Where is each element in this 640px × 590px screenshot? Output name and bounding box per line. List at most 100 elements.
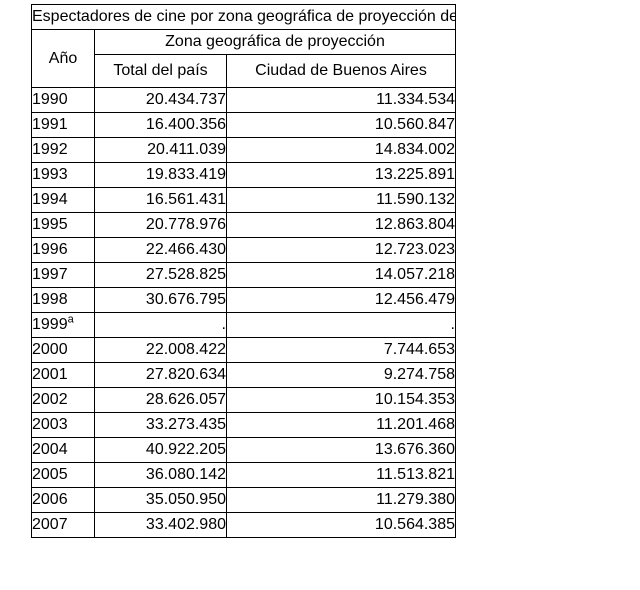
statistics-table-container: Espectadores de cine por zona geográfica… [31,4,456,538]
table-row: 2003 33.273.435 11.201.468 [31,412,456,438]
total-cell: 16.400.356 [94,112,227,138]
caba-cell: 10.560.847 [226,112,456,138]
caba-cell: 10.154.353 [226,387,456,413]
col-header-total: Total del país [94,54,227,88]
year-cell: 1991 [31,112,95,138]
table-title: Espectadores de cine por zona geográfica… [31,4,456,30]
caba-cell: 11.513.821 [226,462,456,488]
header-row-group: Año Zona geográfica de proyección [31,29,456,88]
table-row: 2005 36.080.142 11.513.821 [31,462,456,488]
caba-cell: 9.274.758 [226,362,456,388]
total-cell: 22.466.430 [94,237,227,263]
caba-cell: 11.201.468 [226,412,456,438]
year-cell: 1999a [31,312,95,338]
year-cell: 2007 [31,512,95,538]
year-label: 2001 [32,366,68,383]
year-label: 1999 [32,316,68,333]
year-label: 2000 [32,341,68,358]
table-row: 2004 40.922.205 13.676.360 [31,437,456,463]
table-row: 1998 30.676.795 12.456.479 [31,287,456,313]
year-label: 2003 [32,416,68,433]
table-row: 1993 19.833.419 13.225.891 [31,162,456,188]
caba-cell: 13.676.360 [226,437,456,463]
caba-cell: 13.225.891 [226,162,456,188]
year-cell: 1995 [31,212,95,238]
year-cell: 1998 [31,287,95,313]
year-label: 1993 [32,166,68,183]
caba-cell: 12.723.023 [226,237,456,263]
total-cell: 27.528.825 [94,262,227,288]
year-cell: 1993 [31,162,95,188]
year-cell: 1997 [31,262,95,288]
year-label: 1998 [32,291,68,308]
total-cell: 28.626.057 [94,387,227,413]
year-cell: 1990 [31,87,95,113]
year-label: 1990 [32,91,68,108]
total-cell: 35.050.950 [94,487,227,513]
caba-cell: 7.744.653 [226,337,456,363]
year-cell: 2005 [31,462,95,488]
year-label: 2004 [32,441,68,458]
table-row: 2006 35.050.950 11.279.380 [31,487,456,513]
col-header-zone-group: Zona geográfica de proyección [94,29,456,55]
year-label: 2005 [32,466,68,483]
table-row: 1996 22.466.430 12.723.023 [31,237,456,263]
caba-cell: 12.456.479 [226,287,456,313]
year-label: 2002 [32,391,68,408]
col-header-year: Año [31,29,95,88]
caba-cell: 14.057.218 [226,262,456,288]
year-cell: 1992 [31,137,95,163]
table-row: 1991 16.400.356 10.560.847 [31,112,456,138]
caba-cell: 10.564.385 [226,512,456,538]
year-cell: 2006 [31,487,95,513]
table-row: 1999a . . [31,312,456,338]
table-row: 1990 20.434.737 11.334.534 [31,87,456,113]
total-cell: 19.833.419 [94,162,227,188]
year-cell: 2002 [31,387,95,413]
header-row-sub: Total del país Ciudad de Buenos Aires [32,54,456,88]
total-cell: 36.080.142 [94,462,227,488]
year-cell: 2004 [31,437,95,463]
total-cell: 40.922.205 [94,437,227,463]
total-cell: 27.820.634 [94,362,227,388]
col-header-caba: Ciudad de Buenos Aires [226,54,456,88]
caba-cell: 14.834.002 [226,137,456,163]
year-cell: 2000 [31,337,95,363]
table-row: 2001 27.820.634 9.274.758 [31,362,456,388]
total-cell: 16.561.431 [94,187,227,213]
total-cell: 22.008.422 [94,337,227,363]
caba-cell: 11.279.380 [226,487,456,513]
caba-cell: 12.863.804 [226,212,456,238]
total-cell: 30.676.795 [94,287,227,313]
year-label: 1991 [32,116,68,133]
year-label: 1992 [32,141,68,158]
year-label: 2006 [32,491,68,508]
year-label: 1996 [32,241,68,258]
statistics-table: Espectadores de cine por zona geográfica… [31,4,456,538]
total-cell: 20.434.737 [94,87,227,113]
year-cell: 2003 [31,412,95,438]
table-row: 1995 20.778.976 12.863.804 [31,212,456,238]
title-row: Espectadores de cine por zona geográfica… [31,4,456,30]
table-row: 1992 20.411.039 14.834.002 [31,137,456,163]
caba-cell: 11.590.132 [226,187,456,213]
year-label: 1994 [32,191,68,208]
table-row: 2007 33.402.980 10.564.385 [31,512,456,538]
total-cell: 33.402.980 [94,512,227,538]
caba-cell: . [226,312,456,338]
year-cell: 1996 [31,237,95,263]
caba-cell: 11.334.534 [226,87,456,113]
table-row: 2002 28.626.057 10.154.353 [31,387,456,413]
year-cell: 2001 [31,362,95,388]
total-cell: 33.273.435 [94,412,227,438]
year-label: 2007 [32,516,68,533]
table-row: 1994 16.561.431 11.590.132 [31,187,456,213]
footnote-marker: a [67,313,74,326]
table-row: 2000 22.008.422 7.744.653 [31,337,456,363]
year-label: 1997 [32,266,68,283]
year-label: 1995 [32,216,68,233]
total-cell: 20.411.039 [94,137,227,163]
total-cell: 20.778.976 [94,212,227,238]
total-cell: . [94,312,227,338]
table-row: 1997 27.528.825 14.057.218 [31,262,456,288]
